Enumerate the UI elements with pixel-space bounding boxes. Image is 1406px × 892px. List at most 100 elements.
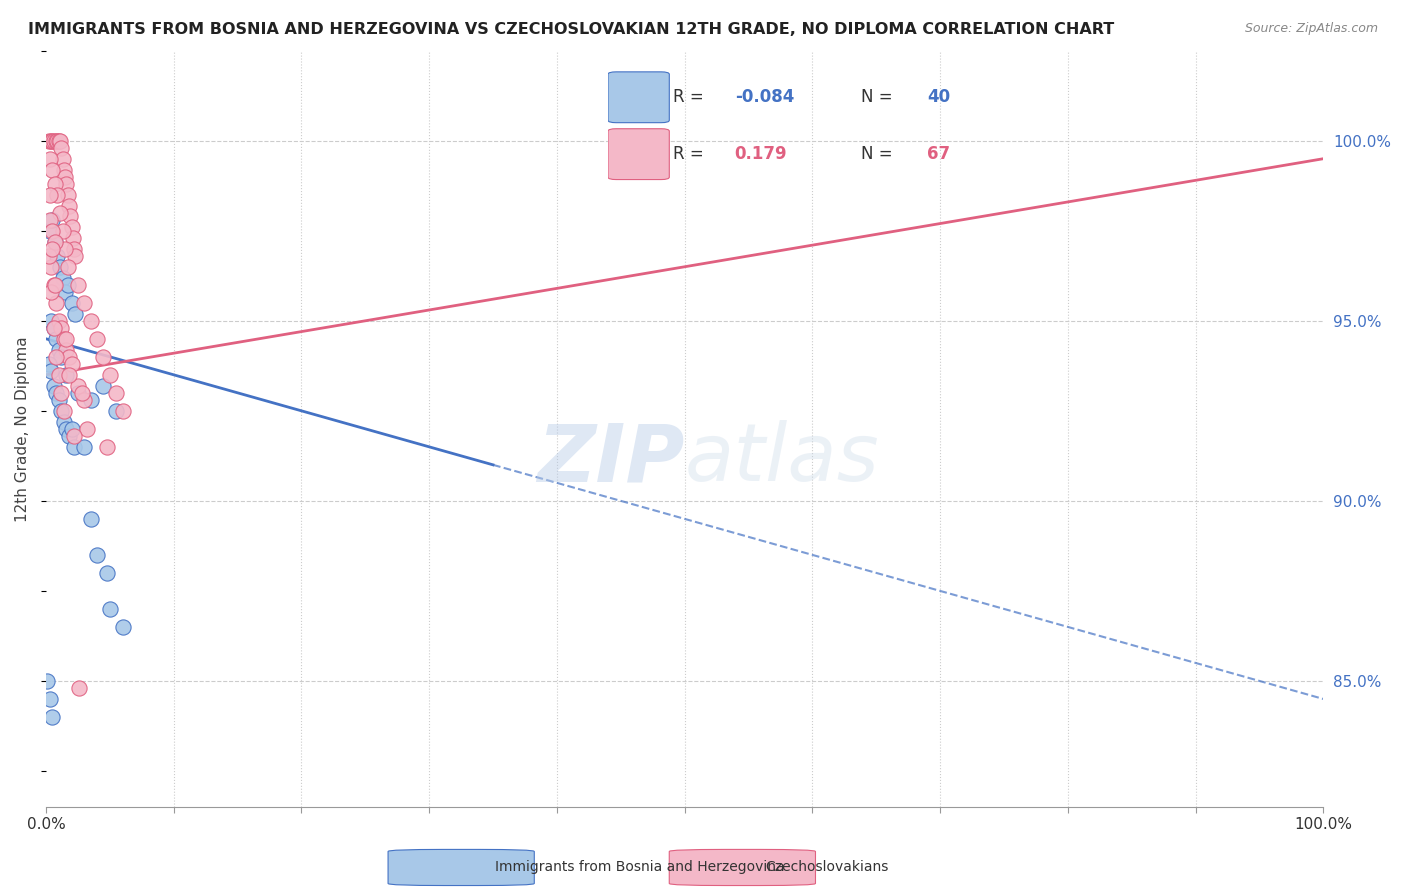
Point <box>48 368 70 382</box>
Point <box>58 368 80 382</box>
Point <box>98 602 121 616</box>
Point <box>41 162 63 177</box>
Point <box>45 350 67 364</box>
Text: Czechoslovakians: Czechoslovakians <box>765 861 889 874</box>
Point <box>52 270 75 285</box>
FancyBboxPatch shape <box>669 849 815 886</box>
Point <box>60 422 83 436</box>
Point <box>42 321 65 335</box>
Point <box>42 134 65 148</box>
Point <box>53 242 76 256</box>
Point <box>41 242 63 256</box>
Point <box>63 429 86 443</box>
Point <box>39 314 62 328</box>
Point <box>45 385 67 400</box>
Point <box>52 162 75 177</box>
Point <box>56 277 79 292</box>
Point <box>42 321 65 335</box>
Point <box>37 673 59 688</box>
Point <box>70 385 93 400</box>
Point <box>56 260 79 274</box>
Text: Source: ZipAtlas.com: Source: ZipAtlas.com <box>1244 22 1378 36</box>
Point <box>38 187 60 202</box>
Point <box>49 206 72 220</box>
Point <box>79 512 101 526</box>
Point <box>51 350 73 364</box>
Point <box>93 350 115 364</box>
Point <box>63 242 86 256</box>
Point <box>51 141 73 155</box>
Point <box>49 134 72 148</box>
Point <box>38 213 60 227</box>
Point <box>79 392 101 407</box>
Point <box>59 210 82 224</box>
Point <box>96 440 118 454</box>
Point <box>51 404 73 418</box>
Point <box>53 169 76 184</box>
Point <box>111 404 134 418</box>
Point <box>55 422 77 436</box>
Point <box>55 343 77 357</box>
Point <box>63 440 86 454</box>
Point <box>49 260 72 274</box>
Point <box>44 235 66 249</box>
Point <box>56 187 79 202</box>
Point <box>96 566 118 580</box>
Point <box>58 429 80 443</box>
Point <box>51 385 73 400</box>
Point <box>86 548 108 562</box>
Point <box>48 134 70 148</box>
Point <box>41 134 63 148</box>
FancyBboxPatch shape <box>388 849 534 886</box>
Point <box>58 198 80 212</box>
Point <box>73 392 96 407</box>
Point <box>46 187 69 202</box>
Point <box>45 332 67 346</box>
Point <box>55 332 77 346</box>
Point <box>51 321 73 335</box>
Point <box>46 134 69 148</box>
Point <box>66 378 89 392</box>
Point <box>62 231 84 245</box>
Point <box>73 295 96 310</box>
Point <box>93 378 115 392</box>
Point <box>52 404 75 418</box>
Point <box>38 152 60 166</box>
Point <box>111 620 134 634</box>
Point <box>86 332 108 346</box>
Point <box>79 314 101 328</box>
Point <box>65 249 87 263</box>
Point <box>44 277 66 292</box>
Point <box>52 332 75 346</box>
Point <box>38 249 60 263</box>
Point <box>41 224 63 238</box>
Point <box>42 277 65 292</box>
Point <box>38 692 60 706</box>
Point <box>55 177 77 191</box>
Point <box>53 285 76 299</box>
Point <box>58 350 80 364</box>
Point <box>46 249 69 263</box>
Text: Immigrants from Bosnia and Herzegovina: Immigrants from Bosnia and Herzegovina <box>495 861 785 874</box>
Point <box>48 392 70 407</box>
Point <box>55 368 77 382</box>
Y-axis label: 12th Grade, No Diploma: 12th Grade, No Diploma <box>15 336 30 522</box>
Point <box>67 681 90 695</box>
Point <box>45 295 67 310</box>
Point <box>66 385 89 400</box>
Point <box>39 260 62 274</box>
Point <box>38 134 60 148</box>
Point <box>52 152 75 166</box>
Point <box>38 357 60 371</box>
Point <box>48 343 70 357</box>
Point <box>42 378 65 392</box>
Point <box>52 224 75 238</box>
Point <box>105 385 128 400</box>
Point <box>45 134 67 148</box>
Point <box>73 440 96 454</box>
Point <box>41 710 63 724</box>
Point <box>39 364 62 378</box>
Text: IMMIGRANTS FROM BOSNIA AND HERZEGOVINA VS CZECHOSLOVAKIAN 12TH GRADE, NO DIPLOMA: IMMIGRANTS FROM BOSNIA AND HERZEGOVINA V… <box>28 22 1115 37</box>
Point <box>52 415 75 429</box>
Point <box>60 357 83 371</box>
